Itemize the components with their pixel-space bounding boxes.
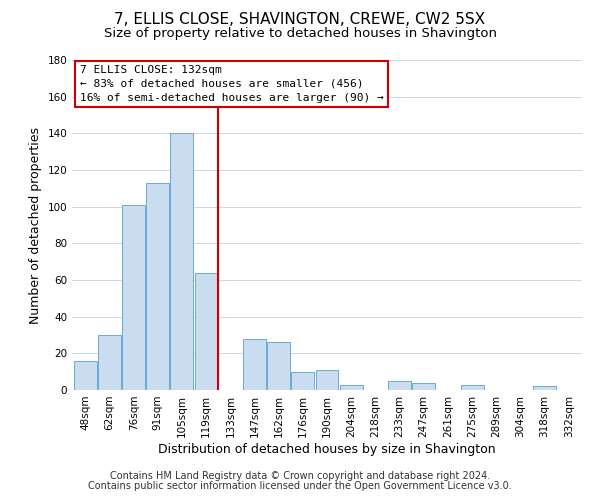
Bar bbox=[243, 338, 266, 390]
Bar bbox=[388, 381, 411, 390]
Bar bbox=[533, 386, 556, 390]
Text: Contains public sector information licensed under the Open Government Licence v3: Contains public sector information licen… bbox=[88, 481, 512, 491]
Y-axis label: Number of detached properties: Number of detached properties bbox=[29, 126, 42, 324]
Bar bbox=[267, 342, 290, 390]
Bar bbox=[461, 384, 484, 390]
Text: Size of property relative to detached houses in Shavington: Size of property relative to detached ho… bbox=[104, 28, 497, 40]
Bar bbox=[194, 272, 218, 390]
Bar bbox=[170, 134, 193, 390]
Bar bbox=[340, 384, 362, 390]
Bar bbox=[122, 205, 145, 390]
Bar bbox=[98, 335, 121, 390]
Bar bbox=[74, 360, 97, 390]
Bar bbox=[412, 382, 435, 390]
Bar bbox=[292, 372, 314, 390]
Bar bbox=[146, 183, 169, 390]
Bar bbox=[316, 370, 338, 390]
Text: Contains HM Land Registry data © Crown copyright and database right 2024.: Contains HM Land Registry data © Crown c… bbox=[110, 471, 490, 481]
X-axis label: Distribution of detached houses by size in Shavington: Distribution of detached houses by size … bbox=[158, 442, 496, 456]
Text: 7, ELLIS CLOSE, SHAVINGTON, CREWE, CW2 5SX: 7, ELLIS CLOSE, SHAVINGTON, CREWE, CW2 5… bbox=[115, 12, 485, 28]
Text: 7 ELLIS CLOSE: 132sqm
← 83% of detached houses are smaller (456)
16% of semi-det: 7 ELLIS CLOSE: 132sqm ← 83% of detached … bbox=[80, 65, 383, 103]
